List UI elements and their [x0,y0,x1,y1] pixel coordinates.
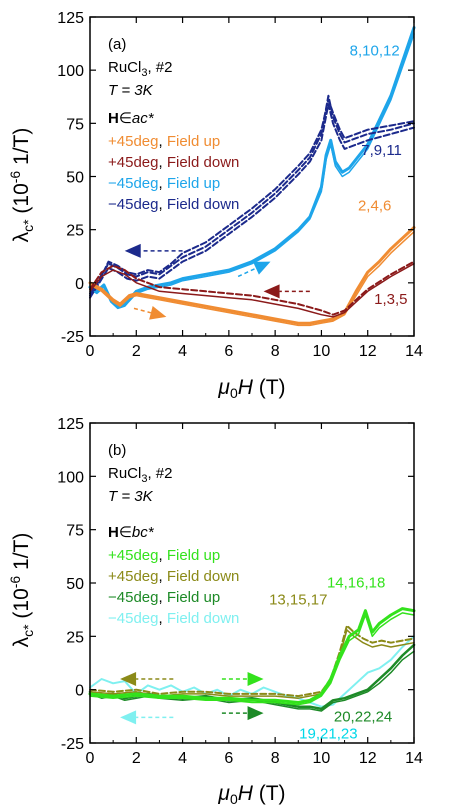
panel-a-label: (a) [108,36,126,53]
panel-a-ytick-label: 75 [66,116,84,133]
panel-a-ytick-label: -25 [61,329,84,346]
panel-b-legend-entry-1: +45deg, Field down [108,568,239,585]
panel-b-xtick-label: 12 [359,750,377,767]
panel-b-series-line-2 [89,650,415,712]
panel-b-ytick-label: 125 [57,416,84,433]
panel-a-ylabel: λc* (10-6 1/T) [7,128,36,243]
panel-b-series-line-6 [89,612,415,706]
panel-a-curve-label-1: 7,9,11 [361,142,402,159]
panel-b-series-line-5 [88,607,416,704]
panel-a-curve-label-2: 2,4,6 [358,198,391,215]
panel-b-series-line-3 [89,624,415,698]
panel-b-ytick-label: 25 [66,629,84,646]
panel-b-curve-label-1: 13,15,17 [269,591,327,608]
panel-b-direction-arrow-0 [120,672,174,686]
panel-b-xtick-label: 6 [224,750,233,767]
panel-a-xtick-label: 8 [271,343,280,360]
panel-b-direction-arrow-1 [221,672,264,686]
panel-b-xtick-label: 0 [86,750,95,767]
panel-b-xtick-label: 4 [178,750,187,767]
panel-a-ytick-label: 125 [57,10,84,27]
panel-a-ytick-label: 100 [57,63,84,80]
panel-a-xtick-label: 10 [313,343,331,360]
panel-b-legend-entry-0: +45deg, Field up [108,547,220,564]
panel-a-xtick-label: 12 [359,343,377,360]
panel-a-curve-label-0: 8,10,12 [350,42,400,59]
panel-a-direction-arrow-2 [263,284,310,299]
panel-a-direction-arrow-1 [237,261,271,278]
panel-b-ytick-label: 0 [75,683,84,700]
panel-a-ytick-label: 25 [66,223,84,240]
panel-a-series-line-2 [89,94,415,295]
panel-b-curve-label-2: 20,22,24 [334,709,392,726]
panel-a-xtick-label: 2 [132,343,141,360]
panel-a-series-line-1 [89,33,415,310]
panel-a-ytick-label: 0 [75,276,84,293]
panel-a-legend-entry-0: +45deg, Field up [108,133,220,150]
panel-b-direction-arrow-2 [120,710,174,725]
panel-b-xtick-label: 10 [313,750,331,767]
panel-a-legend-entry-3: −45deg, Field down [108,196,239,213]
panel-b-temperature: T = 3K [108,488,154,505]
panel-b-xtick-label: 2 [132,750,141,767]
panel-a-legend: +45deg, Field up +45deg, Field down −45deg… [108,133,239,213]
panel-a-series-line-3 [89,103,415,299]
panel-b-ytick-label: 75 [66,523,84,540]
panel-b-xtick-label: 14 [405,750,423,767]
panel-b-xtick-label: 8 [271,750,280,767]
panel-a-xtick-label: 6 [224,343,233,360]
panel-b-ytick-label: 100 [57,469,84,486]
panel-b-xlabel: μ0H (T) [217,782,285,807]
panel-a-legend-entry-2: −45deg, Field up [108,175,220,192]
panel-a-sample: RuCl3, #2 [108,59,173,79]
panel-b-ytick-label: 50 [66,576,84,593]
panel-b-ylabel: λc* (10-6 1/T) [7,533,36,648]
panel-b-legend: +45deg, Field up +45deg, Field down −45deg… [108,547,239,627]
panel-b-arrows [120,672,264,725]
panel-a-series [88,26,416,327]
panel-b-field-direction: H∈bc* [108,524,155,541]
panel-a-legend-entry-1: +45deg, Field down [108,154,239,171]
panel-b-legend-entry-3: −45deg, Field down [108,610,239,627]
panel-a-xlabel: μ0H (T) [217,376,285,401]
panel-b-ytick-label: -25 [61,736,84,753]
panel-a-series-line-5 [88,226,416,325]
panel-b-sample: RuCl3, #2 [108,465,173,485]
panel-a-ytick-label: 50 [66,170,84,187]
panel-a-annotations: 8,10,12 7,9,11 2,4,6 1,3,5 [350,42,408,308]
panel-a-xtick-label: 4 [178,343,187,360]
panel-b-label: (b) [108,442,126,459]
panel-b-curve-label-0: 14,16,18 [327,574,385,591]
panel-b-direction-arrow-3 [221,706,264,721]
panel-a-xtick-label: 14 [405,343,423,360]
panel-a-xtick-label: 0 [86,343,95,360]
panel-a-series-line-6 [89,231,415,327]
panel-a-direction-arrow-3 [133,306,167,320]
panel-a-arrows [124,243,310,320]
panel-a-temperature: T = 3K [108,82,154,99]
panel-b-series [88,607,416,712]
panel-a-field-direction: H∈ac* [108,110,155,127]
panel-a-series-line-7 [89,260,415,316]
panel-a-curve-label-3: 1,3,5 [374,291,407,308]
panel-b-curve-label-3: 19,21,23 [299,726,357,743]
panel-a-direction-arrow-0 [124,243,183,258]
panel-b-legend-entry-2: −45deg, Field up [108,589,220,606]
panel-a-series-line-8 [89,262,415,318]
